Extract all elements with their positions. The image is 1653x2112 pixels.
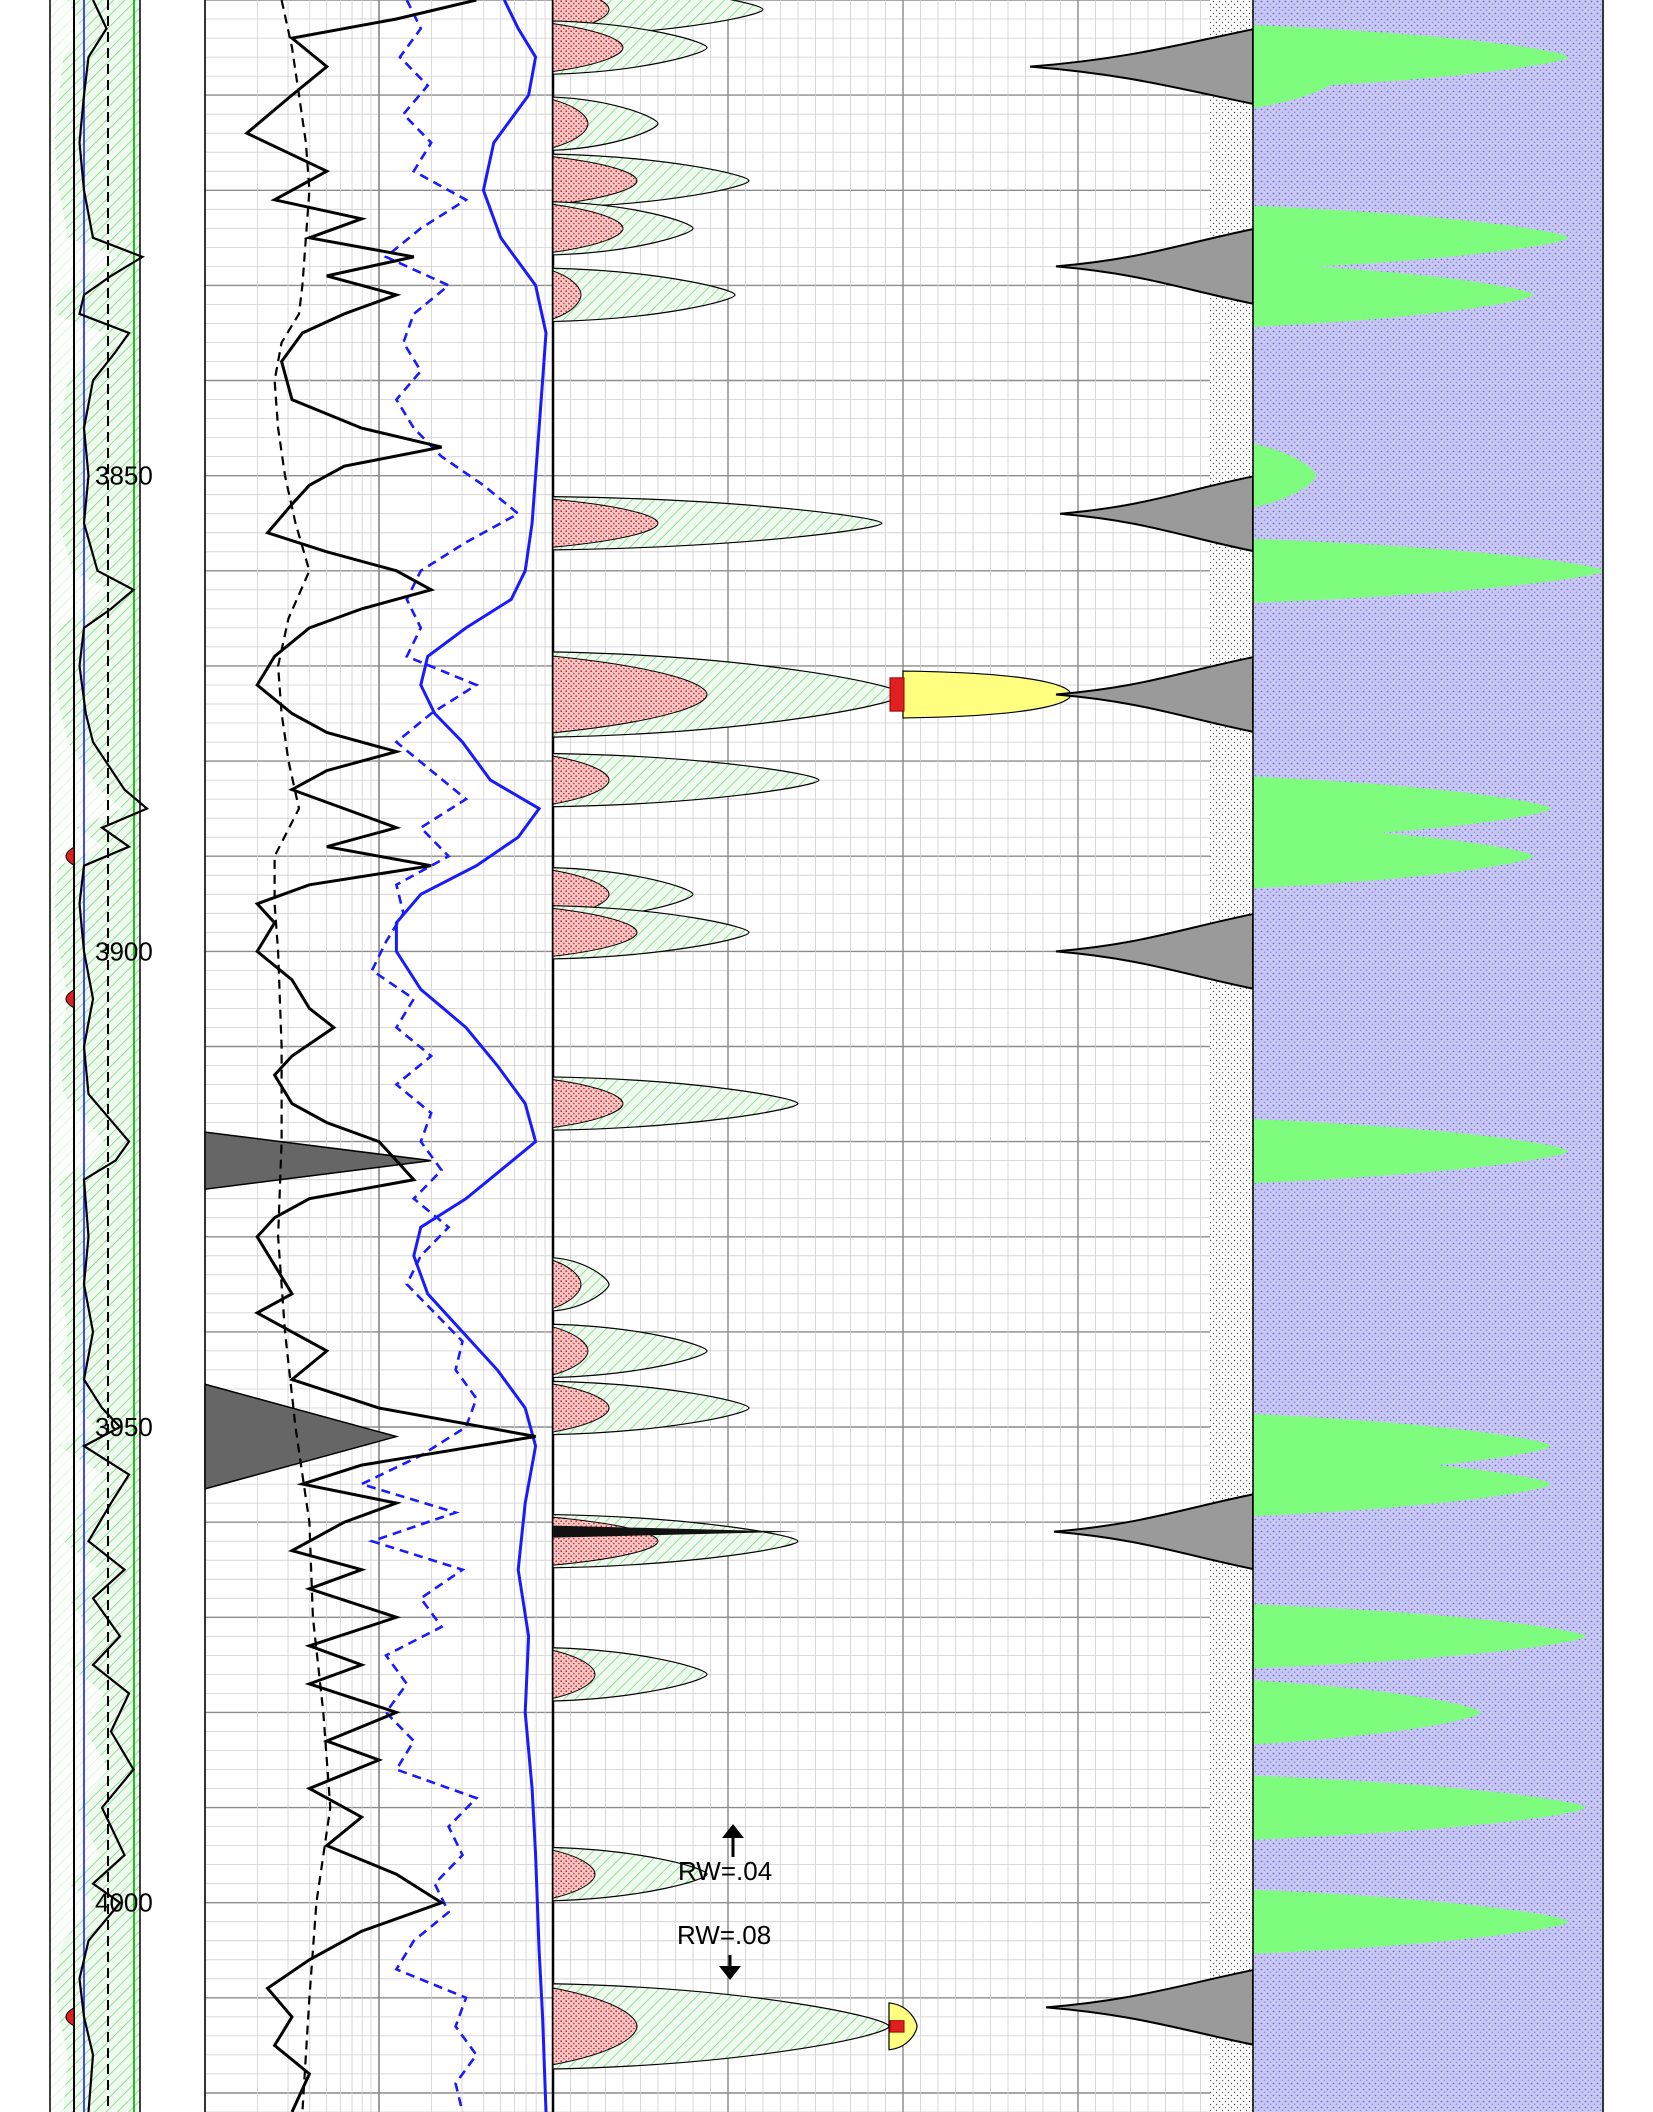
- track-3-green-peak: [552, 1380, 750, 1436]
- track-3-red-peak: [552, 1649, 596, 1699]
- track-3-green-peak: [552, 96, 659, 151]
- track-1-depth: [49, 0, 206, 2112]
- track-4-lithology-gray: [1029, 0, 1254, 2112]
- track-3-red-peak: [552, 1849, 596, 1899]
- depth-label: 3900: [95, 936, 153, 966]
- track-3-green-peak: [552, 1076, 799, 1131]
- track-1-red-mark: [65, 846, 75, 867]
- track-2-blue-dashed-curve: [358, 0, 521, 2112]
- track-3-red-peak: [552, 655, 708, 734]
- track-3-green-peak: [552, 1846, 708, 1902]
- track-3-red-peak: [552, 1987, 638, 2066]
- depth-label: 3850: [95, 461, 153, 491]
- track-3-red-peak: [552, 156, 638, 206]
- track-5-green-peak: [1253, 1452, 1551, 1517]
- track-5-green-peak: [1253, 1680, 1481, 1745]
- track-3-green-peak: [552, 267, 736, 323]
- track-4-gray-spike: [1059, 475, 1254, 553]
- track-1-red-mark: [65, 989, 75, 1009]
- track-3-red-marker: [889, 2020, 905, 2033]
- depth-labels: 3850 3900 3950 4000: [95, 461, 153, 1918]
- track-3-red-peak: [552, 203, 624, 253]
- track-3-green-peak: [552, 495, 883, 551]
- track-5-green-peak: [1253, 776, 1551, 841]
- track-3-porosity: [552, 0, 1072, 2070]
- track-5-green-peak: [1253, 538, 1603, 603]
- track-3-red-peak: [552, 498, 659, 548]
- rw-upper-arrow-icon: [722, 1824, 744, 1838]
- track-3-red-marker: [889, 677, 905, 712]
- track-4-gray-spike: [1055, 227, 1254, 305]
- track-3-yellow-peak: [902, 670, 1072, 719]
- track-3-red-peak: [552, 270, 582, 320]
- track-3-red-peak: [552, 23, 624, 73]
- track-3-green-peak: [552, 752, 820, 808]
- track-3-red-peak: [552, 755, 610, 805]
- track-5-green-peak: [1253, 44, 1341, 109]
- track-4-gray-spike: [1055, 655, 1254, 734]
- depth-label: 3950: [95, 1412, 153, 1442]
- rw-lower-label: RW=.08: [677, 1920, 771, 1950]
- track-5-green-peak: [1253, 443, 1316, 508]
- track-2-resistivity: [204, 0, 555, 2112]
- track-5-lithology-color: [1252, 0, 1604, 2112]
- track-5-green-peak: [1253, 1889, 1568, 1954]
- track-5-green-peak: [1253, 262, 1533, 327]
- track-2-black-dashed-curve: [273, 0, 332, 2112]
- track-3-black-spike: [553, 1525, 798, 1538]
- track-4-gray-spike: [1045, 1968, 1254, 2046]
- track-3-red-peak: [552, 1259, 582, 1310]
- track-5-green-peak: [1253, 824, 1533, 889]
- track-1-curve: [78, 0, 150, 2112]
- track-5-green-peak: [1253, 1119, 1568, 1184]
- track-3-green-peak: [552, 1323, 708, 1379]
- track-3-red-peak: [552, 907, 638, 957]
- track-5-lavender-fill: [1253, 0, 1603, 2112]
- track-4-gray-spike: [1029, 28, 1254, 106]
- track-2-gray-spike: [204, 1131, 432, 1191]
- track-5-green-peak: [1253, 1775, 1586, 1840]
- track-1-red-mark: [65, 2007, 75, 2027]
- rw-annotation: RW=.04 RW=.08: [677, 1824, 772, 1980]
- track-3-red-peak: [552, 1383, 610, 1433]
- rw-lower-arrow-icon: [719, 1966, 741, 1980]
- track-2-black-solid-curve: [244, 0, 536, 2112]
- depth-label: 4000: [95, 1888, 153, 1918]
- track-1-shale-fill: [50, 0, 122, 2112]
- track-3-red-peak: [552, 1079, 624, 1129]
- track-4-gray-spike: [1053, 1493, 1254, 1571]
- track-4-gray-spike: [1055, 912, 1254, 990]
- track-3-red-peak: [552, 1326, 589, 1376]
- track-5-green-peak: [1253, 1604, 1586, 1669]
- track-4-dotted-fill: [1210, 0, 1253, 2112]
- track-2-gray-spike: [204, 1383, 400, 1490]
- track-2-blue-solid-curve: [394, 0, 548, 2112]
- track-5-green-peak: [1253, 205, 1568, 270]
- rw-upper-label: RW=.04: [678, 1856, 772, 1886]
- track-3-green-peak: [552, 1647, 708, 1702]
- track-3-red-peak: [552, 99, 589, 149]
